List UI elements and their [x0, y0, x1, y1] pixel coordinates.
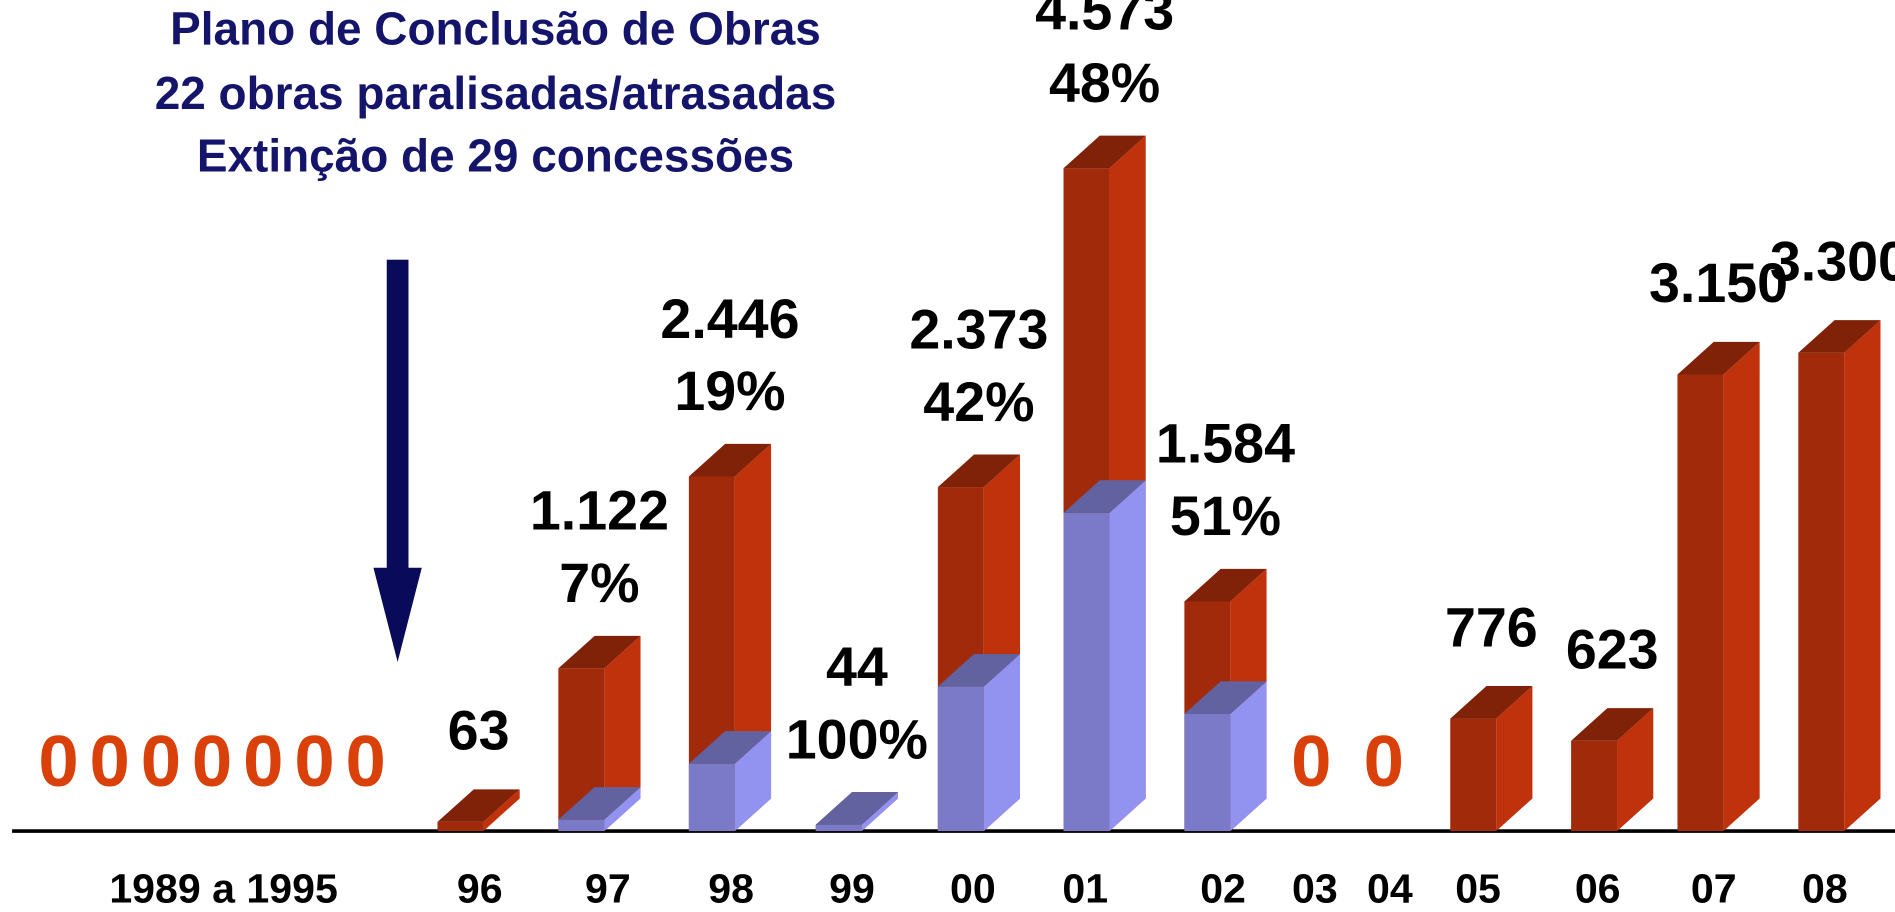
bar-top	[688, 443, 772, 477]
x-tick-label: 00	[950, 865, 996, 911]
bar	[1677, 374, 1724, 832]
bar-side	[483, 789, 520, 832]
bar-side	[1723, 341, 1760, 832]
share-label: 42%	[923, 371, 1034, 433]
bar	[1798, 352, 1845, 832]
value-label: 2.446	[660, 288, 799, 350]
x-tick-label: 99	[829, 865, 875, 911]
bar-top	[1677, 341, 1760, 375]
value-label: 776	[1445, 596, 1538, 658]
share-bar-side	[604, 787, 641, 832]
x-tick-label: 1989 a 1995	[109, 865, 337, 911]
share-bar	[558, 819, 605, 832]
x-tick-label: 97	[585, 865, 631, 911]
x-tick-label: 04	[1367, 865, 1413, 911]
annotation: Extinção de 29 concessões	[197, 130, 794, 182]
share-bar-top	[815, 792, 898, 825]
share-bar	[937, 686, 984, 832]
bar-side	[1496, 685, 1533, 832]
value-label: 3.150	[1649, 252, 1788, 314]
share-bar-side	[1109, 480, 1146, 832]
x-tick-label: 08	[1802, 865, 1848, 911]
bar-top	[1184, 568, 1267, 602]
x-tick-label: 98	[708, 865, 754, 911]
x-tick-label: 96	[457, 865, 503, 911]
x-tick-label: 07	[1691, 865, 1737, 911]
share-label: 48%	[1049, 52, 1160, 114]
share-bar-top	[937, 653, 1021, 687]
value-label: 4.573	[1035, 0, 1174, 41]
share-bar-top	[1063, 480, 1146, 513]
bar-top	[1798, 320, 1881, 353]
zero-label: 0000000	[38, 721, 396, 802]
arrow	[373, 259, 422, 662]
bar	[1571, 740, 1618, 832]
share-label: 19%	[674, 360, 785, 422]
share-bar-side	[983, 653, 1021, 832]
share-bar-top	[1184, 681, 1267, 714]
share-label: 7%	[559, 552, 639, 614]
bar-side	[604, 635, 641, 832]
bar	[437, 821, 484, 832]
x-tick-label: 02	[1200, 865, 1246, 911]
bar-top	[1571, 708, 1654, 741]
share-label: 51%	[1170, 485, 1281, 547]
share-bar	[688, 763, 735, 832]
bar-top	[437, 789, 520, 822]
bar	[1450, 718, 1497, 832]
value-label: 623	[1566, 618, 1659, 680]
zero-label: 0	[1291, 721, 1331, 802]
value-label: 1.584	[1156, 413, 1295, 475]
bar-top	[937, 454, 1021, 488]
bar-top	[1450, 685, 1533, 719]
share-bar	[815, 824, 862, 832]
share-bar-side	[734, 731, 772, 832]
value-label: 63	[448, 700, 510, 762]
zero-label: 0	[1364, 721, 1404, 802]
value-label: 2.373	[909, 298, 1048, 360]
share-bar	[1063, 512, 1110, 832]
x-tick-label: 06	[1575, 865, 1621, 911]
share-bar	[1184, 713, 1231, 832]
annotation: 22 obras paralisadas/atrasadas	[155, 67, 837, 119]
value-label: 1.122	[530, 480, 669, 542]
x-tick-label: 05	[1455, 865, 1501, 911]
bar-top	[1063, 135, 1146, 169]
x-tick-label: 03	[1292, 865, 1338, 911]
value-label: 3.300	[1770, 230, 1895, 292]
x-tick-label: 01	[1062, 865, 1108, 911]
bar-top	[558, 635, 641, 669]
value-label: 44	[826, 636, 888, 698]
share-bar-top	[558, 787, 641, 820]
share-bar-side	[861, 792, 898, 832]
share-bar-side	[1230, 681, 1267, 832]
annotation: Plano de Conclusão de Obras	[170, 3, 821, 55]
bar-side	[1844, 320, 1881, 832]
share-bar-top	[688, 731, 772, 764]
share-label: 100%	[786, 708, 928, 770]
bar-side	[1617, 708, 1654, 832]
